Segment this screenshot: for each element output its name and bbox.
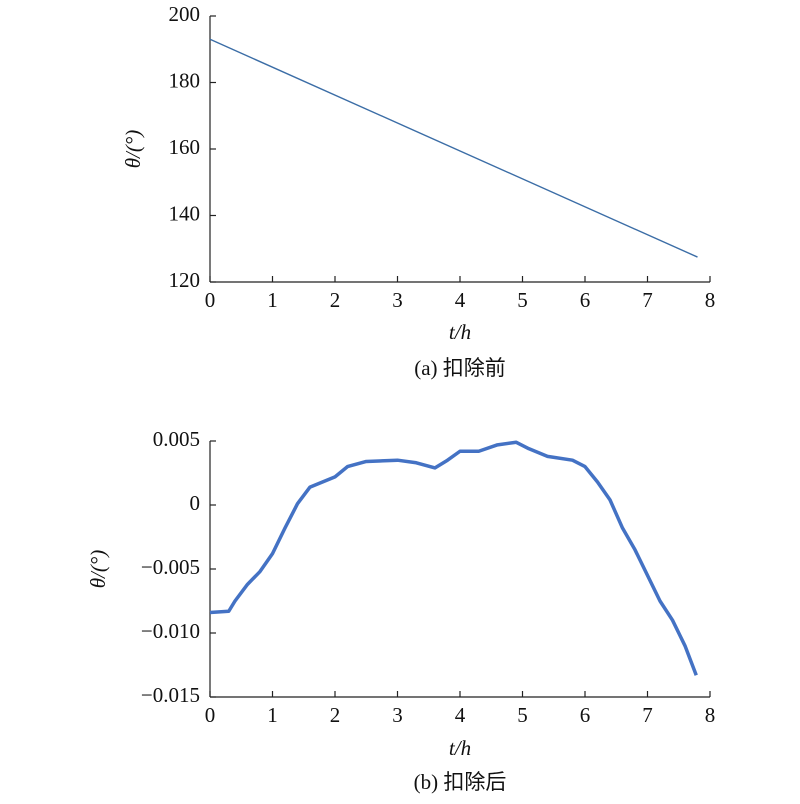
caption: (b) 扣除后 bbox=[414, 770, 507, 794]
x-tick-label: 2 bbox=[330, 288, 341, 312]
x-tick-label: 8 bbox=[705, 703, 716, 727]
x-tick-label: 3 bbox=[392, 703, 403, 727]
y-tick-label: 140 bbox=[169, 201, 201, 225]
y-tick-label: 0 bbox=[190, 491, 201, 515]
x-axis-label: t/h bbox=[449, 736, 471, 760]
x-tick-label: 3 bbox=[392, 288, 403, 312]
y-tick-label: 180 bbox=[169, 68, 201, 92]
y-tick-label: 120 bbox=[169, 268, 201, 292]
y-tick-label: 0.005 bbox=[153, 427, 200, 451]
x-tick-label: 0 bbox=[205, 703, 216, 727]
y-axis-label: θ/(°) bbox=[86, 550, 110, 589]
caption: (a) 扣除前 bbox=[414, 356, 506, 380]
x-tick-label: 6 bbox=[580, 703, 591, 727]
y-tick-label: 200 bbox=[169, 2, 201, 26]
x-tick-label: 6 bbox=[580, 288, 591, 312]
x-tick-label: 0 bbox=[205, 288, 216, 312]
y-tick-label: −0.015 bbox=[141, 683, 200, 707]
x-tick-label: 1 bbox=[267, 703, 278, 727]
x-tick-label: 7 bbox=[642, 703, 653, 727]
y-tick-label: 160 bbox=[169, 135, 201, 159]
x-tick-label: 1 bbox=[267, 288, 278, 312]
y-tick-label: −0.010 bbox=[141, 619, 200, 643]
x-tick-label: 5 bbox=[517, 703, 528, 727]
x-tick-label: 2 bbox=[330, 703, 341, 727]
y-axis-label: θ/(°) bbox=[121, 130, 145, 169]
x-tick-label: 4 bbox=[455, 288, 466, 312]
x-tick-label: 7 bbox=[642, 288, 653, 312]
x-axis-label: t/h bbox=[449, 320, 471, 344]
x-tick-label: 8 bbox=[705, 288, 716, 312]
data-line bbox=[209, 38, 698, 258]
x-tick-label: 4 bbox=[455, 703, 466, 727]
x-tick-label: 5 bbox=[517, 288, 528, 312]
data-line bbox=[209, 440, 698, 676]
y-tick-label: −0.005 bbox=[141, 555, 200, 579]
